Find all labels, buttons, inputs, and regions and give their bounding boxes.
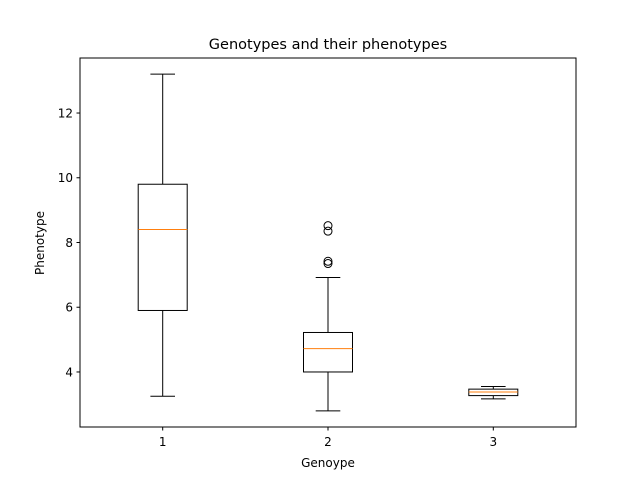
x-tick-label: 3 xyxy=(489,435,497,449)
x-tick-label: 2 xyxy=(324,435,332,449)
box-1 xyxy=(137,183,188,311)
outlier-point xyxy=(323,226,333,236)
y-tick-label: 8 xyxy=(65,236,73,250)
y-axis-label: Phenotype xyxy=(33,211,47,275)
x-axis-label: Genoype xyxy=(301,456,355,470)
outlier-point xyxy=(323,259,333,269)
chart-title: Genotypes and their phenotypes xyxy=(209,37,447,53)
y-tick-label: 4 xyxy=(65,365,73,379)
outlier-point xyxy=(323,221,333,231)
outlier-point xyxy=(323,256,333,266)
y-tick-label: 12 xyxy=(58,106,73,120)
x-tick-label: 1 xyxy=(159,435,167,449)
box-2 xyxy=(303,331,353,373)
y-tick-label: 6 xyxy=(65,301,73,315)
plot-frame xyxy=(79,57,577,428)
y-tick-label: 10 xyxy=(58,171,73,185)
